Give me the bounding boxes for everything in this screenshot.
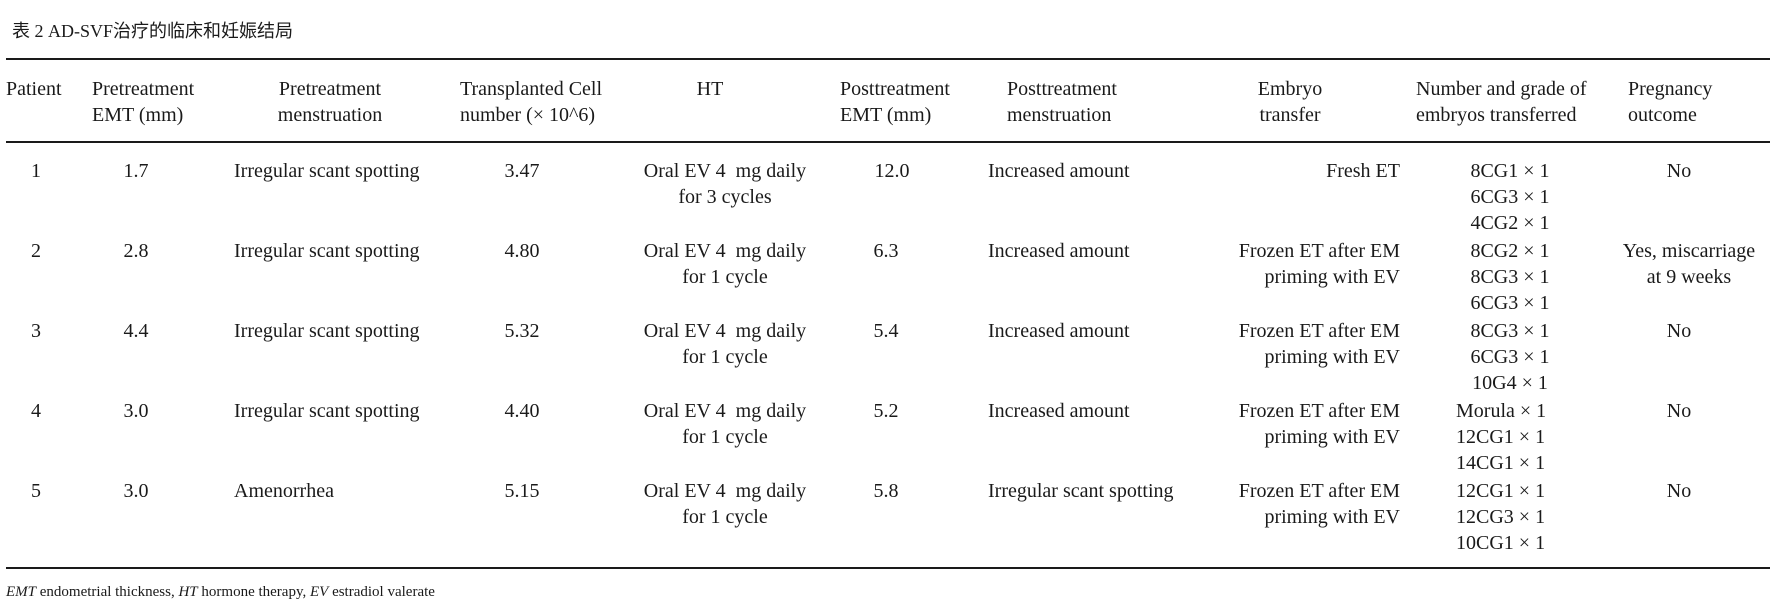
table-cell: Fresh ET	[1326, 160, 1400, 182]
table-cell: No	[1666, 480, 1692, 502]
table-cell: Frozen ET after EM priming with EV	[1238, 320, 1400, 368]
table-cell: 5.8	[873, 480, 899, 502]
table-cell: Oral EV 4 mg daily for 1 cycle	[643, 240, 807, 288]
table-cell: 5.4	[873, 320, 899, 342]
footnote-emt-abbr: EMT	[6, 584, 36, 600]
header-pregnancy-outcome: Pregnancy outcome	[1628, 78, 1713, 126]
table-cell: Increased amount	[988, 160, 1130, 182]
footnote-ev-def: estradiol valerate	[328, 584, 435, 600]
table-cell: 12CG1 × 1 12CG3 × 1 10CG1 × 1	[1456, 480, 1546, 554]
table-cell: 1	[31, 160, 41, 182]
table-cell: No	[1666, 400, 1692, 422]
table-cell: 1.7	[123, 160, 149, 182]
table-cell: Increased amount	[988, 400, 1130, 422]
table-cell: 2	[31, 240, 41, 262]
table-cell: 4.40	[504, 400, 540, 422]
header-pretreatment-emt: Pretreatment EMT (mm)	[92, 78, 195, 126]
footnote-ht-abbr: HT	[178, 584, 198, 600]
header-ht: HT	[696, 78, 724, 100]
table-cell: Morula × 1 12CG1 × 1 14CG1 × 1	[1456, 400, 1547, 474]
table-bottom-rule	[6, 567, 1770, 569]
table-cell: 4.4	[123, 320, 149, 342]
table-cell: 8CG1 × 1 6CG3 × 1 4CG2 × 1	[1470, 160, 1550, 234]
table-cell: Yes, miscarriage at 9 weeks	[1622, 240, 1756, 288]
table-cell: Frozen ET after EM priming with EV	[1238, 480, 1400, 528]
table-cell: Amenorrhea	[234, 480, 334, 502]
header-posttreatment-menstruation: Posttreatment menstruation	[1007, 78, 1117, 126]
footnote-ev-abbr: EV	[309, 584, 329, 600]
table-cell: 3.0	[123, 480, 149, 502]
table-top-rule	[6, 58, 1770, 60]
table-cell: Irregular scant spotting	[988, 480, 1174, 502]
table-cell: Oral EV 4 mg daily for 1 cycle	[643, 400, 807, 448]
footnote-ht-def: hormone therapy,	[197, 584, 310, 600]
table-cell: Irregular scant spotting	[234, 240, 420, 262]
table-cell: Oral EV 4 mg daily for 3 cycles	[643, 160, 807, 208]
table-cell: 8CG3 × 1 6CG3 × 1 10G4 × 1	[1470, 320, 1550, 394]
header-number-grade: Number and grade of embryos transferred	[1416, 78, 1587, 126]
table-cell: No	[1666, 320, 1692, 342]
table-cell: 5.32	[504, 320, 540, 342]
header-transplanted-cells: Transplanted Cell number (× 10^6)	[460, 78, 603, 126]
table-cell: Increased amount	[988, 320, 1130, 342]
table-cell: 5.2	[873, 400, 899, 422]
table-caption: 表 2 AD-SVF治疗的临床和妊娠结局	[12, 21, 294, 41]
table-cell: 3.47	[504, 160, 540, 182]
header-posttreatment-emt: Posttreatment EMT (mm)	[840, 78, 950, 126]
table-cell: 3	[31, 320, 41, 342]
table-cell: Oral EV 4 mg daily for 1 cycle	[643, 480, 807, 528]
table-footnote: EMT endometrial thickness, HT hormone th…	[6, 582, 435, 602]
footnote-emt-def: endometrial thickness,	[36, 584, 179, 600]
table-cell: Increased amount	[988, 240, 1130, 262]
table-cell: 12.0	[874, 160, 910, 182]
header-embryo-transfer: Embryo transfer	[1257, 78, 1323, 126]
table-cell: 3.0	[123, 400, 149, 422]
table-cell: 4.80	[504, 240, 540, 262]
table-cell: 6.3	[873, 240, 899, 262]
table-cell: No	[1666, 160, 1692, 182]
table-cell: 2.8	[123, 240, 149, 262]
table-header-rule	[6, 141, 1770, 143]
table-cell: Oral EV 4 mg daily for 1 cycle	[643, 320, 807, 368]
table-cell: 5.15	[504, 480, 540, 502]
header-patient: Patient	[6, 78, 62, 100]
table-cell: Irregular scant spotting	[234, 160, 420, 182]
table-cell: 8CG2 × 1 8CG3 × 1 6CG3 × 1	[1470, 240, 1550, 314]
table-cell: Frozen ET after EM priming with EV	[1238, 400, 1400, 448]
table-cell: 5	[31, 480, 41, 502]
table-cell: Irregular scant spotting	[234, 320, 420, 342]
header-pretreatment-menstruation: Pretreatment menstruation	[277, 78, 383, 126]
table-cell: 4	[31, 400, 41, 422]
table-cell: Irregular scant spotting	[234, 400, 420, 422]
table-cell: Frozen ET after EM priming with EV	[1238, 240, 1400, 288]
